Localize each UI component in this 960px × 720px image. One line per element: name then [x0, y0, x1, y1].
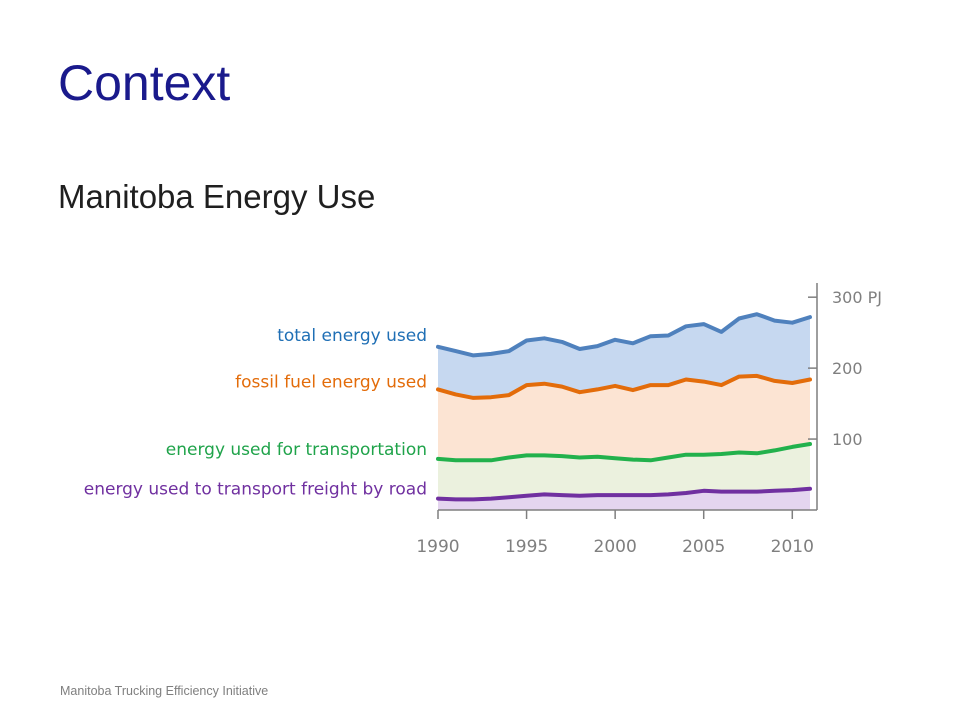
x-tick-label-1: 1995 — [505, 537, 548, 557]
x-tick-label-3: 2005 — [682, 537, 725, 557]
y-tick-label-0: 100 — [832, 430, 863, 449]
area-fill-0 — [438, 314, 810, 398]
series-label-3: energy used to transport freight by road — [84, 480, 427, 500]
series-label-1: fossil fuel energy used — [235, 372, 427, 392]
area-fill-1 — [438, 375, 810, 461]
y-tick-label-1: 200 — [832, 359, 863, 378]
series-line-3 — [436, 486, 812, 502]
slide-title: Context — [58, 55, 231, 111]
area-fill-3 — [438, 488, 810, 510]
series-line-2 — [436, 442, 812, 463]
x-tick-label-0: 1990 — [416, 537, 459, 557]
footer-text: Manitoba Trucking Efficiency Initiative — [60, 684, 269, 698]
series-line-0 — [436, 312, 812, 358]
x-tick-label-4: 2010 — [771, 537, 814, 557]
y-tick-label-2: 300 PJ — [832, 288, 882, 307]
series-line-1 — [436, 373, 812, 400]
area-fill-2 — [438, 444, 810, 500]
chart-title: Manitoba Energy Use — [58, 178, 376, 215]
series-label-2: energy used for transportation — [166, 440, 427, 460]
series-label-0: total energy used — [277, 326, 427, 346]
x-tick-label-2: 2000 — [594, 537, 637, 557]
